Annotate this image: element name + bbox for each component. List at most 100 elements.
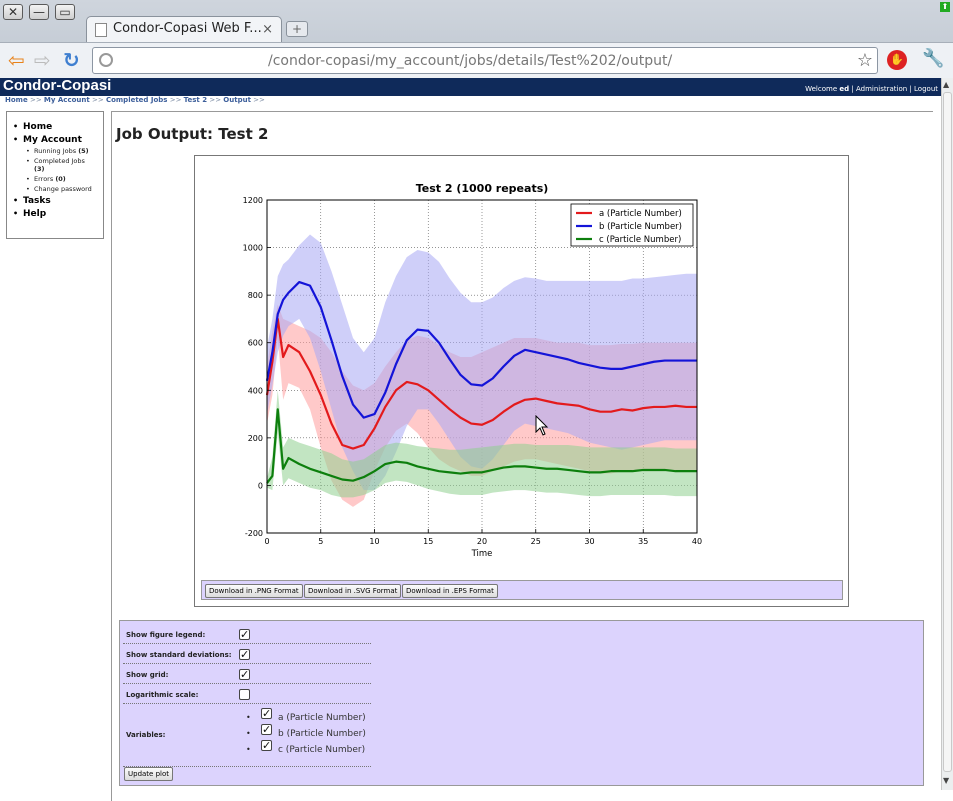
x-tick-label: 30 <box>584 537 594 546</box>
completed-jobs-count: (3) <box>34 165 45 173</box>
breadcrumb-separator: >> <box>91 96 104 104</box>
x-axis-label: Time <box>471 549 493 559</box>
breadcrumb-separator: >> <box>169 96 182 104</box>
url-text: /condor-copasi/my_account/jobs/details/T… <box>268 53 673 69</box>
update-arrow-icon: ⬆ <box>940 2 950 12</box>
variable-b-label: b (Particle Number) <box>278 729 366 739</box>
stddev-label: Show standard deviations: <box>126 651 232 659</box>
sidebar-item-help[interactable]: Help <box>7 209 103 219</box>
option-row-log: Logarithmic scale: <box>123 684 371 704</box>
plot-options-form: Show figure legend: ✓ Show standard devi… <box>119 620 924 786</box>
breadcrumb-completed-jobs[interactable]: Completed Jobs <box>105 96 168 104</box>
option-row-grid: Show grid: ✓ <box>123 664 371 684</box>
back-icon[interactable]: ⇦ <box>8 48 25 72</box>
address-bar[interactable]: /condor-copasi/my_account/jobs/details/T… <box>92 47 878 74</box>
page-title: Job Output: Test 2 <box>116 125 269 143</box>
chart-title: Test 2 (1000 repeats) <box>416 182 549 195</box>
variable-c-checkbox[interactable]: ✓ <box>261 739 272 752</box>
x-tick-label: 40 <box>692 537 702 546</box>
page-scrollbar[interactable]: ▲ ▼ <box>941 78 953 790</box>
x-tick-label: 20 <box>477 537 487 546</box>
username: ed <box>839 85 850 93</box>
running-jobs-label: Running Jobs <box>34 147 77 155</box>
variable-a-checkbox[interactable]: ✓ <box>261 707 272 720</box>
window-close-button[interactable]: ✕ <box>3 4 23 20</box>
grid-checkbox[interactable]: ✓ <box>239 668 250 681</box>
x-tick-label: 0 <box>264 537 269 546</box>
legend-checkbox[interactable]: ✓ <box>239 628 250 641</box>
forward-icon[interactable]: ⇨ <box>34 48 51 72</box>
update-plot-button[interactable]: Update plot <box>124 767 173 781</box>
y-tick-label: 0 <box>258 481 263 490</box>
browser-tab[interactable]: Condor-Copasi Web F... × <box>86 16 282 42</box>
plot-panel: 0 5 10 15 20 25 30 35 40 -200 0 200 400 600 800 1000 120… <box>194 155 849 607</box>
variable-c-label: c (Particle Number) <box>278 745 366 755</box>
sidebar-item-errors[interactable]: Errors (0) <box>7 175 103 183</box>
separator: | <box>909 85 912 93</box>
list-bullet: • <box>246 745 251 754</box>
series-line-b <box>265 280 697 419</box>
breadcrumb-output[interactable]: Output <box>223 96 251 104</box>
x-tick-label: 35 <box>638 537 648 546</box>
breadcrumb-test-2[interactable]: Test 2 <box>183 96 208 104</box>
sidebar-item-tasks[interactable]: Tasks <box>7 196 103 206</box>
bookmark-star-icon[interactable]: ☆ <box>856 50 873 71</box>
option-row-legend: Show figure legend: ✓ <box>123 624 371 644</box>
user-bar: Welcome ed | Administration | Logout <box>805 85 938 93</box>
y-tick-label: 200 <box>248 434 263 443</box>
reload-icon[interactable]: ↻ <box>63 48 80 72</box>
download-png-button[interactable]: Download in .PNG Format <box>205 584 303 598</box>
variable-b-checkbox[interactable]: ✓ <box>261 723 272 736</box>
browser-toolbar: ⇦ ⇨ ↻ /condor-copasi/my_account/jobs/det… <box>0 42 953 78</box>
stddev-checkbox[interactable]: ✓ <box>239 648 250 661</box>
welcome-text: Welcome <box>805 85 838 93</box>
administration-link[interactable]: Administration <box>855 85 908 93</box>
breadcrumb-separator: >> <box>253 96 265 104</box>
download-bar: Download in .PNG Format Download in .SVG… <box>201 580 843 600</box>
mouse-cursor-icon <box>535 415 549 436</box>
tab-title: Condor-Copasi Web F... <box>113 21 262 36</box>
breadcrumb-home[interactable]: Home <box>5 96 28 104</box>
legend-label: c (Particle Number) <box>599 235 681 245</box>
browser-chrome: ✕ — ▭ Condor-Copasi Web F... × + ⇦ ⇨ ↻ /… <box>0 0 953 78</box>
sidebar-item-change-password[interactable]: Change password <box>7 185 103 193</box>
wrench-icon[interactable]: 🔧 <box>922 48 945 69</box>
logout-link[interactable]: Logout <box>914 85 938 93</box>
y-tick-label: 1200 <box>243 196 263 205</box>
scroll-up-arrow-icon[interactable]: ▲ <box>943 80 950 89</box>
window-minimize-button[interactable]: — <box>29 4 49 20</box>
sidebar-item-completed-jobs[interactable]: Completed Jobs(3) <box>7 157 103 173</box>
breadcrumb: Home >> My Account >> Completed Jobs >> … <box>5 96 265 104</box>
breadcrumb-my-account[interactable]: My Account <box>43 96 90 104</box>
y-tick-label: -200 <box>245 529 263 538</box>
scroll-thumb[interactable] <box>943 92 952 772</box>
breadcrumb-separator: >> <box>209 96 222 104</box>
y-tick-label: 400 <box>248 386 263 395</box>
legend-label: a (Particle Number) <box>599 209 682 219</box>
log-scale-checkbox[interactable] <box>239 689 250 700</box>
stop-extension-icon[interactable]: ✋ <box>887 50 907 70</box>
list-bullet: • <box>246 729 251 738</box>
x-tick-label: 15 <box>423 537 433 546</box>
scroll-down-arrow-icon[interactable]: ▼ <box>943 776 950 785</box>
page-icon <box>95 23 107 37</box>
sidebar-item-my-account[interactable]: My Account <box>7 135 103 145</box>
y-tick-label: 1000 <box>243 244 263 253</box>
running-jobs-count: (5) <box>78 147 89 155</box>
sidebar-item-running-jobs[interactable]: Running Jobs (5) <box>7 147 103 155</box>
globe-icon <box>99 53 113 67</box>
window-maximize-button[interactable]: ▭ <box>55 4 75 20</box>
x-tick-label: 25 <box>531 537 541 546</box>
download-eps-button[interactable]: Download in .EPS Format <box>402 584 498 598</box>
download-svg-button[interactable]: Download in .SVG Format <box>304 584 402 598</box>
series-line-a <box>265 317 697 450</box>
variable-a-label: a (Particle Number) <box>278 713 366 723</box>
new-tab-button[interactable]: + <box>286 21 308 37</box>
legend-label: b (Particle Number) <box>599 222 682 232</box>
breadcrumb-separator: >> <box>29 96 42 104</box>
tab-close-icon[interactable]: × <box>262 22 273 37</box>
x-tick-label: 10 <box>369 537 379 546</box>
option-row-variables: Variables: • ✓ a (Particle Number) • ✓ b… <box>123 704 371 767</box>
sidebar-item-home[interactable]: Home <box>7 122 103 132</box>
content-area <box>111 111 933 801</box>
